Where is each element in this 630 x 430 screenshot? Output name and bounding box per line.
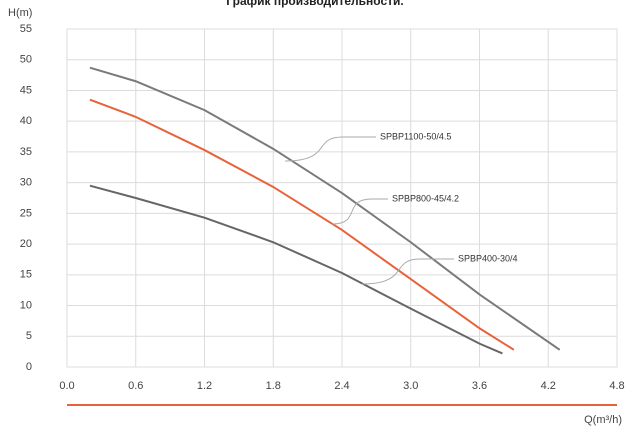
x-tick-label: 4.2 bbox=[541, 380, 556, 392]
x-tick-label: 1.8 bbox=[266, 380, 281, 392]
series-label: SPBP1100-50/4.5 bbox=[380, 131, 451, 141]
x-axis-label: Q(m³/h) bbox=[584, 414, 622, 426]
x-tick-label: 2.4 bbox=[334, 380, 349, 392]
y-tick-label: 50 bbox=[20, 54, 32, 66]
y-tick-label: 20 bbox=[20, 238, 32, 250]
y-tick-label: 30 bbox=[20, 177, 32, 189]
y-tick-label: 40 bbox=[20, 115, 32, 127]
x-tick-label: 0.6 bbox=[128, 380, 143, 392]
leader-line bbox=[361, 258, 454, 285]
x-tick-label: 4.8 bbox=[609, 380, 624, 392]
x-tick-label: 1.2 bbox=[197, 380, 212, 392]
line bbox=[89, 98, 515, 351]
leader-line bbox=[331, 198, 388, 225]
y-tick-label: 10 bbox=[20, 299, 32, 311]
y-tick-label: 25 bbox=[20, 207, 32, 219]
line bbox=[89, 66, 561, 351]
y-tick-label: 45 bbox=[20, 84, 32, 96]
y-tick-label: 0 bbox=[26, 361, 32, 373]
series-label: SPBP800-45/4.2 bbox=[392, 193, 459, 203]
leader-line bbox=[284, 136, 376, 162]
series-label: SPBP400-30/4 bbox=[458, 253, 518, 263]
x-tick-label: 0.0 bbox=[59, 380, 74, 392]
chart-title: График производительности. bbox=[226, 0, 403, 8]
y-tick-label: 15 bbox=[20, 269, 32, 281]
x-tick-label: 3.6 bbox=[472, 380, 487, 392]
x-tick-label: 3.0 bbox=[403, 380, 418, 392]
y-tick-label: 55 bbox=[20, 23, 32, 35]
line bbox=[89, 184, 503, 355]
y-tick-label: 35 bbox=[20, 146, 32, 158]
y-tick-label: 5 bbox=[26, 330, 32, 342]
y-axis-label: H(m) bbox=[8, 7, 32, 19]
